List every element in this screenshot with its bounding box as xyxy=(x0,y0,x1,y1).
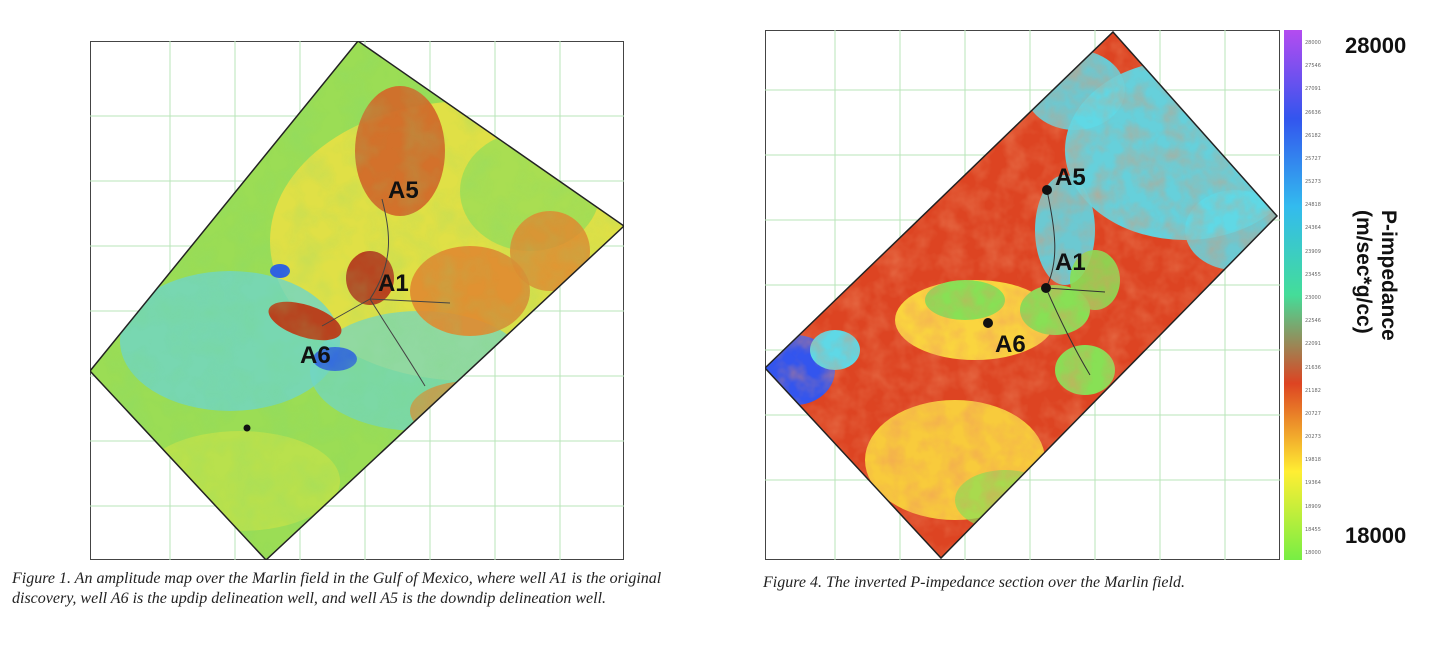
colorbar-title-line2: (m/sec*g/cc) xyxy=(1352,210,1375,334)
well-label-a1: A1 xyxy=(1055,249,1086,276)
figure-4-caption: Figure 4. The inverted P-impedance secti… xyxy=(763,574,1185,591)
well-label-a6: A6 xyxy=(995,331,1026,358)
well-label-a5: A5 xyxy=(1055,164,1086,191)
figure-1-caption: Figure 1. An amplitude map over the Marl… xyxy=(12,570,662,607)
survey-outline xyxy=(90,41,624,560)
well-label-a6: A6 xyxy=(300,342,331,369)
amplitude-map-figure: A5 A1 A6 xyxy=(90,41,624,560)
colorbar-tick-label: 23455 xyxy=(1305,271,1321,278)
amplitude-map-svg: A5 A1 A6 xyxy=(90,41,624,560)
colorbar-max-label: 28000 xyxy=(1345,33,1407,58)
survey-outline xyxy=(765,30,1279,560)
colorbar-tick-label: 21636 xyxy=(1305,364,1321,371)
p-impedance-map-svg: A5 A1 A6 xyxy=(765,30,1280,560)
colorbar-tick-label: 22546 xyxy=(1305,318,1321,325)
colorbar-tick-label: 25727 xyxy=(1305,155,1321,162)
colorbar-tick-label: 23909 xyxy=(1305,248,1321,255)
colorbar-tick-label: 20727 xyxy=(1305,410,1321,417)
colorbar-tick-label: 26182 xyxy=(1305,132,1321,139)
colorbar-min-label: 18000 xyxy=(1345,523,1407,548)
colorbar-tick-label: 28000 xyxy=(1305,40,1321,46)
well-marker xyxy=(243,424,251,432)
well-label-a1: A1 xyxy=(378,270,409,297)
colorbar-tick-label: 19818 xyxy=(1305,457,1321,464)
colorbar-tick-label: 18909 xyxy=(1305,503,1321,510)
well-paths xyxy=(1045,189,1106,376)
colorbar-tick-label: 19364 xyxy=(1305,480,1321,487)
colorbar-tick-label: 18000 xyxy=(1305,550,1321,556)
colorbar-tick-label: 20273 xyxy=(1305,434,1321,441)
colorbar-tick-label: 23000 xyxy=(1305,295,1321,301)
impedance-colorbar xyxy=(1284,30,1302,560)
colorbar-title: P-impedance (m/sec*g/cc) xyxy=(1340,210,1440,410)
well-paths xyxy=(321,198,451,387)
colorbar-tick-label: 21182 xyxy=(1305,387,1321,394)
colorbar-tick-label: 27091 xyxy=(1305,86,1321,93)
colorbar-tick-label: 27546 xyxy=(1305,63,1321,70)
well-marker-a1 xyxy=(1041,283,1051,293)
colorbar-tick-label: 18455 xyxy=(1305,526,1321,533)
colorbar-ticks: 28000 27546 27091 26636 26182 25727 25273 24818… xyxy=(1305,30,1331,560)
well-marker-a5 xyxy=(1042,185,1052,195)
well-marker-a6 xyxy=(983,318,993,328)
p-impedance-map-figure: A5 A1 A6 xyxy=(765,30,1280,560)
colorbar-tick-label: 26636 xyxy=(1305,109,1321,116)
colorbar-tick-label: 22091 xyxy=(1305,341,1321,348)
well-label-a5: A5 xyxy=(388,177,419,204)
colorbar-tick-label: 25273 xyxy=(1305,179,1321,186)
colorbar-title-line1: P-impedance xyxy=(1377,210,1400,341)
colorbar-tick-label: 24818 xyxy=(1305,202,1321,209)
colorbar-tick-label: 24364 xyxy=(1305,225,1321,232)
